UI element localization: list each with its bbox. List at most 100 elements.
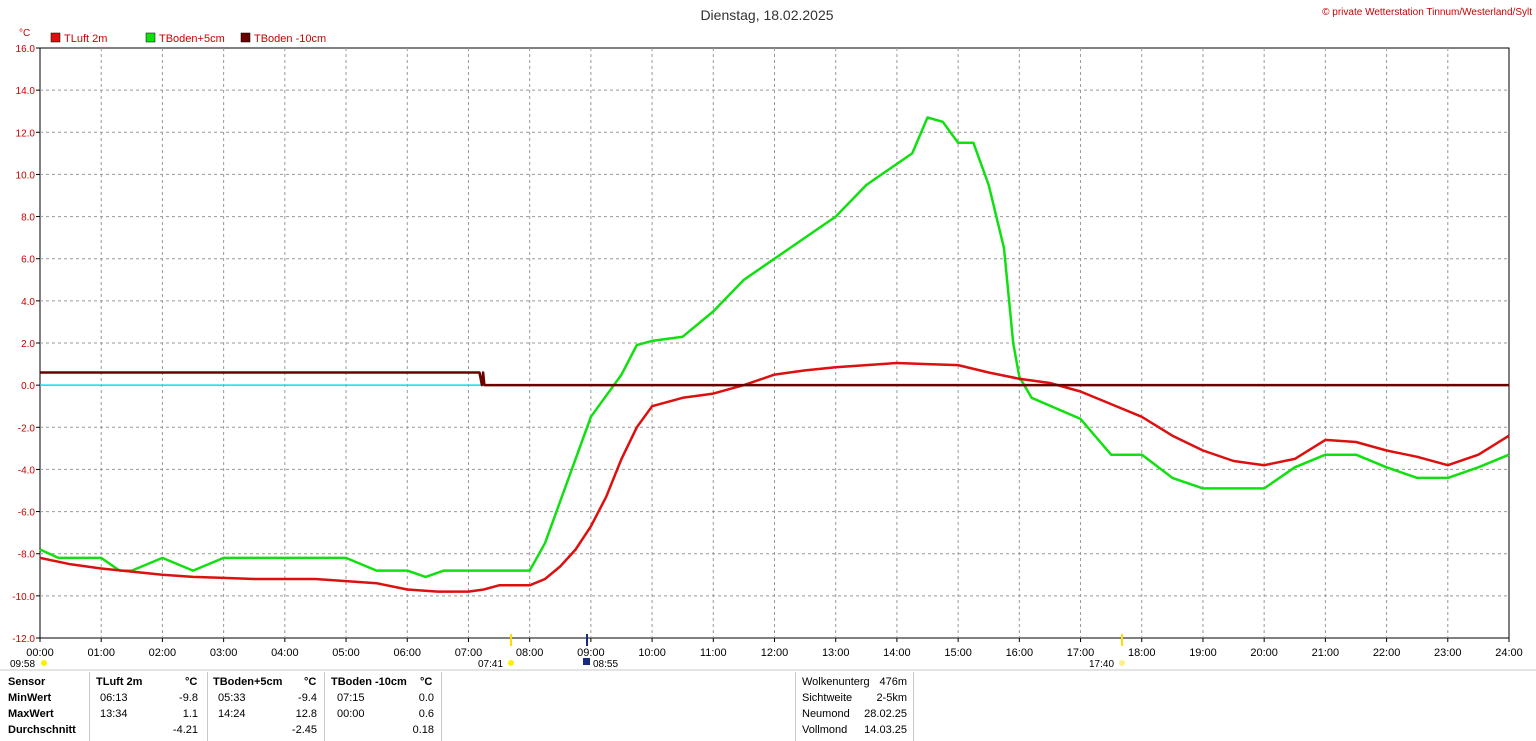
grid-lines [40,48,1509,638]
legend-swatch-tluft [50,32,61,43]
x-tick-label: 15:00 [944,647,972,659]
x-tick-label: 07:00 [455,647,483,659]
col-divider [89,672,90,741]
col-divider [207,672,208,741]
x-tick-label: 01:00 [87,647,115,659]
y-tick-label: -4.0 [18,465,36,476]
row-label-max: MaxWert [8,708,54,720]
col-divider [324,672,325,741]
info-label-cloudbase: Wolkenunterg [802,676,870,688]
chart-title: Dienstag, 18.02.2025 [700,7,833,23]
x-tick-label: 02:00 [149,647,177,659]
x-tick-label: 09:00 [577,647,605,659]
legend-swatch-tboden10 [240,32,251,43]
y-axis-ticks: 16.0 14.0 12.0 10.0 8.0 6.0 4.0 2.0 0.0 -2.0 -4.0 -… [12,44,40,645]
x-tick-label: 19:00 [1189,647,1217,659]
x-axis-ticks: 00:00 01:00 02:00 03:00 04:00 05:00 06:00 07:00… [26,638,1523,659]
tboden5-max: 12.8 [295,708,317,720]
tluft-min: -9.8 [179,692,198,704]
info-table: Wolkenunterg 476m Sichtweite 2-5km Neumo… [795,672,920,741]
col-divider [441,672,442,741]
info-value-cloudbase: 476m [879,676,907,688]
col-unit-tboden10: °C [420,676,433,688]
x-tick-label: 03:00 [210,647,238,659]
x-tick-label: 05:00 [332,647,360,659]
tboden5-min: -9.4 [298,692,317,704]
x-tick-label: 24:00 [1495,647,1523,659]
series-lines [39,116,1510,593]
col-header-tboden5: TBoden+5cm [213,676,283,688]
y-tick-label: 10.0 [16,170,36,181]
x-tick-label: 23:00 [1434,647,1462,659]
y-tick-label: 14.0 [16,86,36,97]
x-tick-label: 17:00 [1067,647,1095,659]
x-tick-label: 10:00 [638,647,666,659]
x-tick-label: 20:00 [1250,647,1278,659]
tboden10-avg: 0.18 [412,724,434,736]
y-tick-label: 8.0 [21,213,35,224]
y-tick-label: -8.0 [18,550,36,561]
info-value-newmoon: 28.02.25 [864,708,907,720]
col-divider [795,672,796,741]
tluft-min-time: 06:13 [100,692,128,704]
legend-label-tboden5: TBoden+5cm [159,33,225,45]
tboden10-max-time: 00:00 [337,708,365,720]
y-tick-label: -10.0 [12,592,35,603]
row-label-min: MinWert [8,692,52,704]
x-tick-label: 18:00 [1128,647,1156,659]
tboden5-min-time: 05:33 [218,692,246,704]
info-value-visibility: 2-5km [876,692,907,704]
y-tick-label: -6.0 [18,508,36,519]
tluft-max-time: 13:34 [100,708,128,720]
info-label-fullmoon: Vollmond [802,724,848,736]
y-tick-label: 2.0 [21,339,35,350]
marker-label-left: 09:58 [10,659,35,670]
col-header-tboden10: TBoden -10cm [331,676,407,688]
y-unit-label: °C [19,28,30,39]
x-tick-label: 11:00 [700,647,727,659]
y-tick-label: 12.0 [16,128,36,139]
y-tick-label: 16.0 [16,44,36,55]
col-header-tluft: TLuft 2m [96,676,143,688]
copyright-text: © private Wetterstation Tinnum/Westerlan… [1322,7,1532,18]
legend-label-tboden10: TBoden -10cm [254,33,326,45]
marker-label-sunrise: 07:41 [478,659,503,670]
y-tick-label: 6.0 [21,255,35,266]
time-markers: 09:58 07:41 08:55 17:40 [10,634,1125,670]
tboden5-max-time: 14:24 [218,708,246,720]
x-tick-label: 12:00 [761,647,789,659]
col-unit-tboden5: °C [304,676,317,688]
x-tick-label: 08:00 [516,647,544,659]
tboden5-avg: -2.45 [291,724,317,736]
row-label-avg: Durchschnitt [8,724,76,736]
sunrise-icon [508,660,514,666]
y-tick-label: 4.0 [21,297,35,308]
info-label-visibility: Sichtweite [802,692,853,704]
tluft-avg: -4.21 [172,724,198,736]
legend: TLuft 2m TBoden+5cm TBoden -10cm [50,32,326,45]
tboden10-min-time: 07:15 [337,692,365,704]
info-label-newmoon: Neumond [802,708,850,720]
sun-icon [41,660,47,666]
x-tick-label: 13:00 [822,647,850,659]
series-line-tboden-10cm [40,371,1509,387]
series-line-tboden-5cm [39,116,1510,579]
series-line-tluft-2m [39,361,1510,593]
x-tick-label: 16:00 [1006,647,1034,659]
col-divider [913,672,914,741]
legend-label-tluft: TLuft 2m [64,33,107,45]
y-tick-label: -12.0 [12,634,35,645]
sensor-header: Sensor [8,676,46,688]
x-tick-label: 22:00 [1373,647,1401,659]
y-tick-label: 0.0 [21,381,35,392]
x-tick-label: 00:00 [26,647,54,659]
sunset-icon [1119,660,1125,666]
marker-label-sunset: 17:40 [1089,659,1114,670]
stats-table: Sensor MinWert MaxWert Durchschnitt TLuf… [0,672,450,741]
tboden10-min: 0.0 [418,692,434,704]
moon-icon [583,658,590,665]
info-value-fullmoon: 14.03.25 [864,724,907,736]
col-unit-tluft: °C [185,676,198,688]
tluft-max: 1.1 [182,708,198,720]
